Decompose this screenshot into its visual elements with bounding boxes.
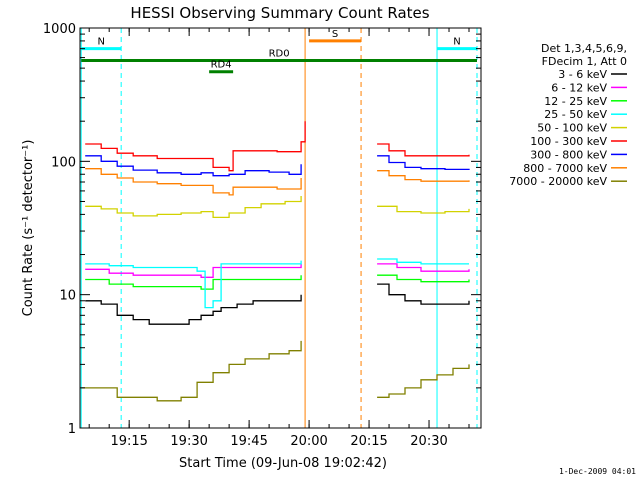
annotation-label-1: N bbox=[453, 37, 460, 48]
legend-label-3: 25 - 50 keV bbox=[544, 108, 607, 121]
x-tick-label-4: 20:15 bbox=[350, 434, 387, 449]
y-tick-label-2: 100 bbox=[51, 155, 76, 170]
series-line-5 bbox=[85, 121, 470, 172]
legend-header-1: FDecim 1, Att 0 bbox=[542, 55, 627, 68]
legend-header-0: Det 1,3,4,5,6,9, bbox=[541, 42, 627, 55]
legend-label-8: 7000 - 20000 keV bbox=[509, 175, 607, 188]
y-tick-label-0: 1 bbox=[68, 422, 76, 437]
x-tick-label-2: 19:45 bbox=[230, 434, 267, 449]
legend-label-1: 6 - 12 keV bbox=[551, 81, 607, 94]
legend-label-0: 3 - 6 keV bbox=[558, 68, 607, 81]
plot-area: N N RD0 RD4 S bbox=[80, 28, 478, 428]
series-line-7 bbox=[85, 168, 470, 196]
x-tick-label-0: 19:15 bbox=[110, 434, 147, 449]
legend-label-7: 800 - 7000 keV bbox=[523, 162, 607, 175]
x-tick-label-1: 19:30 bbox=[170, 434, 207, 449]
x-tick-label-5: 20:30 bbox=[410, 434, 447, 449]
chart-title: HESSI Observing Summary Count Rates bbox=[130, 4, 429, 22]
legend: Det 1,3,4,5,6,9,FDecim 1, Att 03 - 6 keV… bbox=[509, 42, 627, 188]
legend-label-2: 12 - 25 keV bbox=[544, 95, 607, 108]
y-tick-label-1: 10 bbox=[59, 289, 76, 304]
legend-label-6: 300 - 800 keV bbox=[530, 148, 607, 161]
axes: 19:15 19:30 19:45 20:00 20:15 20:30 1 10 100 1000 bbox=[43, 22, 481, 449]
footer-timestamp: 1-Dec-2009 04:01 bbox=[559, 467, 636, 476]
legend-label-4: 50 - 100 keV bbox=[537, 122, 607, 135]
annotation-label-2: RD0 bbox=[269, 49, 290, 60]
series-line-0 bbox=[85, 283, 470, 325]
series-line-8 bbox=[81, 340, 470, 402]
plot-frame bbox=[79, 27, 482, 429]
y-axis-label: Count Rate (s⁻¹ detector⁻¹) bbox=[21, 140, 36, 317]
annotation-label-4: S bbox=[332, 29, 338, 40]
y-tick-label-3: 1000 bbox=[43, 22, 76, 37]
x-tick-label-3: 20:00 bbox=[290, 434, 327, 449]
legend-label-5: 100 - 300 keV bbox=[530, 135, 607, 148]
series-line-6 bbox=[85, 155, 470, 177]
annotation-label-0: N bbox=[97, 37, 104, 48]
series-line-3 bbox=[85, 258, 469, 309]
series-line-1 bbox=[85, 263, 470, 278]
series-line-4 bbox=[85, 196, 470, 219]
x-axis-label: Start Time (09-Jun-08 19:02:42) bbox=[179, 456, 387, 471]
series-line-2 bbox=[85, 274, 470, 290]
annotation-label-3: RD4 bbox=[211, 60, 232, 71]
